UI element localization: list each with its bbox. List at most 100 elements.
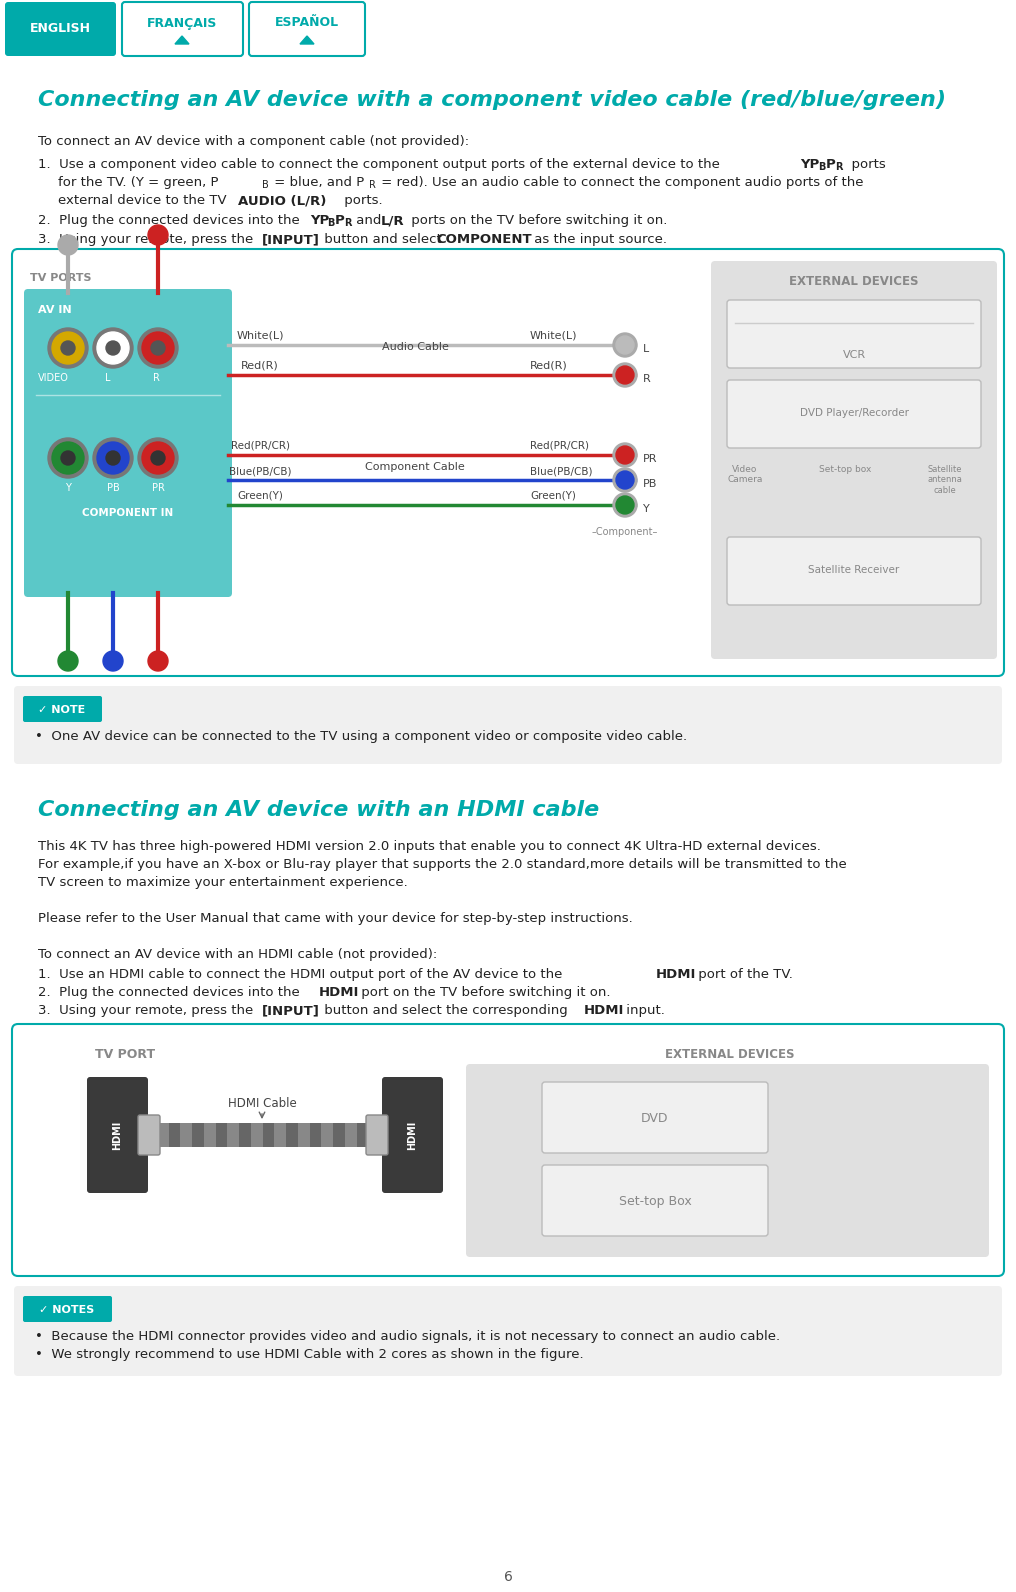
FancyBboxPatch shape xyxy=(366,1114,388,1156)
FancyBboxPatch shape xyxy=(87,1078,148,1192)
Text: –Component–: –Component– xyxy=(591,527,658,537)
Text: White(L): White(L) xyxy=(237,331,283,341)
Circle shape xyxy=(616,497,634,514)
Bar xyxy=(239,1122,251,1146)
Circle shape xyxy=(613,333,637,357)
Text: Audio Cable: Audio Cable xyxy=(382,342,448,352)
Text: R: R xyxy=(643,374,651,384)
Text: COMPONENT: COMPONENT xyxy=(436,232,531,247)
Circle shape xyxy=(93,328,133,368)
Circle shape xyxy=(613,494,637,517)
Text: ENGLISH: ENGLISH xyxy=(29,22,90,35)
Text: Connecting an AV device with an HDMI cable: Connecting an AV device with an HDMI cab… xyxy=(38,801,599,820)
Text: PB: PB xyxy=(107,482,119,494)
Circle shape xyxy=(61,341,75,355)
FancyBboxPatch shape xyxy=(542,1165,768,1235)
Bar xyxy=(204,1122,215,1146)
Text: HDMI: HDMI xyxy=(656,968,696,981)
Text: HDMI: HDMI xyxy=(584,1005,625,1017)
Bar xyxy=(321,1122,333,1146)
Text: 2.  Plug the connected devices into the: 2. Plug the connected devices into the xyxy=(38,985,304,1000)
FancyBboxPatch shape xyxy=(12,1024,1004,1277)
Text: TV screen to maximize your entertainment experience.: TV screen to maximize your entertainment… xyxy=(38,876,407,888)
Circle shape xyxy=(52,333,84,365)
Text: PB: PB xyxy=(643,479,657,489)
Text: Satellite
antenna
cable: Satellite antenna cable xyxy=(928,465,962,495)
Circle shape xyxy=(616,366,634,384)
Circle shape xyxy=(148,224,168,245)
FancyBboxPatch shape xyxy=(12,248,1004,677)
Bar xyxy=(145,1122,156,1146)
Text: input.: input. xyxy=(622,1005,664,1017)
Text: AUDIO (L/R): AUDIO (L/R) xyxy=(238,194,326,207)
Text: ports.: ports. xyxy=(340,194,383,207)
Text: HDMI: HDMI xyxy=(407,1121,417,1149)
Text: R: R xyxy=(344,218,352,228)
Bar xyxy=(285,1122,298,1146)
FancyBboxPatch shape xyxy=(23,1296,112,1321)
Text: VCR: VCR xyxy=(842,350,866,360)
Circle shape xyxy=(138,328,178,368)
Text: button and select the corresponding: button and select the corresponding xyxy=(320,1005,572,1017)
Text: Blue(PB/CB): Blue(PB/CB) xyxy=(229,466,292,476)
Text: ✓ NOTES: ✓ NOTES xyxy=(40,1305,94,1315)
Text: VIDEO: VIDEO xyxy=(38,373,69,384)
Circle shape xyxy=(58,651,78,670)
FancyBboxPatch shape xyxy=(542,1083,768,1153)
Text: Green(Y): Green(Y) xyxy=(530,490,576,501)
Circle shape xyxy=(613,443,637,466)
FancyBboxPatch shape xyxy=(5,2,116,56)
Bar xyxy=(298,1122,310,1146)
FancyBboxPatch shape xyxy=(727,380,981,447)
Circle shape xyxy=(93,438,133,478)
Circle shape xyxy=(616,446,634,463)
Circle shape xyxy=(151,341,165,355)
Text: P: P xyxy=(335,213,344,228)
Text: TV PORT: TV PORT xyxy=(96,1048,155,1060)
Text: L: L xyxy=(643,344,649,353)
Circle shape xyxy=(616,336,634,353)
FancyBboxPatch shape xyxy=(14,1286,1002,1375)
Text: R: R xyxy=(152,373,160,384)
Text: B: B xyxy=(262,180,269,189)
Bar xyxy=(357,1122,368,1146)
Circle shape xyxy=(138,438,178,478)
Text: 1.  Use an HDMI cable to connect the HDMI output port of the AV device to the: 1. Use an HDMI cable to connect the HDMI… xyxy=(38,968,567,981)
Text: DVD Player/Recorder: DVD Player/Recorder xyxy=(800,408,908,419)
Circle shape xyxy=(148,651,168,670)
Bar xyxy=(215,1122,228,1146)
FancyBboxPatch shape xyxy=(23,696,102,723)
FancyBboxPatch shape xyxy=(249,2,365,56)
Polygon shape xyxy=(300,37,314,45)
Text: COMPONENT IN: COMPONENT IN xyxy=(82,508,174,517)
Text: PR: PR xyxy=(643,454,657,463)
Text: 3.  Using your remote, press the: 3. Using your remote, press the xyxy=(38,1005,257,1017)
Text: Red(R): Red(R) xyxy=(241,361,278,371)
Text: To connect an AV device with a component cable (not provided):: To connect an AV device with a component… xyxy=(38,135,469,148)
Text: R: R xyxy=(835,162,842,172)
Text: •  We strongly recommend to use HDMI Cable with 2 cores as shown in the figure.: • We strongly recommend to use HDMI Cabl… xyxy=(35,1348,583,1361)
Text: EXTERNAL DEVICES: EXTERNAL DEVICES xyxy=(665,1048,795,1060)
Text: Y: Y xyxy=(65,482,71,494)
Text: DVD: DVD xyxy=(641,1111,669,1124)
Text: ESPAÑOL: ESPAÑOL xyxy=(275,16,339,30)
Text: and: and xyxy=(352,213,386,228)
Circle shape xyxy=(61,451,75,465)
Text: port of the TV.: port of the TV. xyxy=(694,968,792,981)
Bar xyxy=(344,1122,357,1146)
Text: Video
Camera: Video Camera xyxy=(727,465,763,484)
FancyBboxPatch shape xyxy=(466,1063,989,1258)
Circle shape xyxy=(48,328,88,368)
Polygon shape xyxy=(175,37,189,45)
FancyBboxPatch shape xyxy=(711,261,997,659)
Text: Set-top box: Set-top box xyxy=(819,465,871,474)
Text: TV PORTS: TV PORTS xyxy=(30,272,91,283)
Text: external device to the TV: external device to the TV xyxy=(58,194,231,207)
Bar xyxy=(156,1122,169,1146)
Text: [INPUT]: [INPUT] xyxy=(262,232,320,247)
Circle shape xyxy=(613,468,637,492)
Circle shape xyxy=(616,471,634,489)
Text: as the input source.: as the input source. xyxy=(530,232,666,247)
FancyBboxPatch shape xyxy=(138,1114,160,1156)
Circle shape xyxy=(97,333,129,365)
